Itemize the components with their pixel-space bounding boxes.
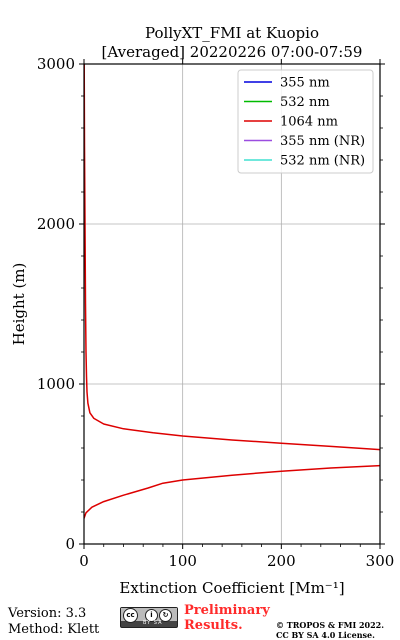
legend-label: 532 nm — [280, 95, 330, 110]
chart-title-line2: [Averaged] 20220226 07:00-07:59 — [102, 43, 363, 61]
version-text: Version: 3.3 — [8, 606, 87, 621]
preliminary-line1: Preliminary — [184, 603, 270, 618]
y-tick-label: 1000 — [37, 375, 75, 393]
cc-license-badge: cc i ↻ BY SA — [120, 607, 178, 628]
legend-label: 1064 nm — [280, 115, 338, 130]
series-line-1064-nm — [84, 64, 380, 519]
x-tick-label: 300 — [366, 552, 395, 570]
cc-logo-icon: cc — [123, 608, 138, 623]
legend-label: 355 nm (NR) — [280, 134, 365, 149]
copyright-line1: © TROPOS & FMI 2022. — [276, 620, 385, 630]
preliminary-notice: Preliminary Results. — [184, 603, 270, 633]
y-tick-label: 3000 — [37, 55, 75, 73]
legend-box — [237, 69, 374, 174]
method-text: Method: Klett — [8, 622, 100, 637]
series-layer — [84, 64, 380, 519]
extinction-chart: PollyXT_FMI at Kuopio [Averaged] 2022022… — [10, 24, 395, 597]
legend-label: 355 nm — [280, 76, 330, 91]
x-tick-label: 100 — [168, 552, 197, 570]
y-tick-label: 2000 — [37, 215, 75, 233]
cc-sa-icon: ↻ — [159, 609, 172, 622]
cc-badge-text: BY SA — [143, 620, 163, 626]
chart-title-line1: PollyXT_FMI at Kuopio — [145, 24, 319, 42]
preliminary-line2: Results. — [184, 618, 243, 633]
legend: 355 nm 532 nm 1064 nm 355 nm (NR) 532 nm (NR… — [237, 69, 374, 174]
footer-info: Version: 3.3 Method: Klett — [8, 606, 99, 638]
y-axis-label: Height (m) — [10, 263, 28, 346]
x-tick-label: 0 — [79, 552, 89, 570]
x-axis-label: Extinction Coefficient [Mm⁻¹] — [119, 579, 344, 597]
plot-frame — [83, 63, 381, 545]
y-tick-label: 0 — [65, 535, 75, 553]
x-tick-label: 200 — [267, 552, 296, 570]
copyright-notice: © TROPOS & FMI 2022. CC BY SA 4.0 Licens… — [276, 620, 384, 640]
legend-label: 532 nm (NR) — [280, 154, 365, 169]
copyright-line2: CC BY SA 4.0 License. — [276, 630, 375, 640]
cc-by-icon: i — [145, 609, 158, 622]
